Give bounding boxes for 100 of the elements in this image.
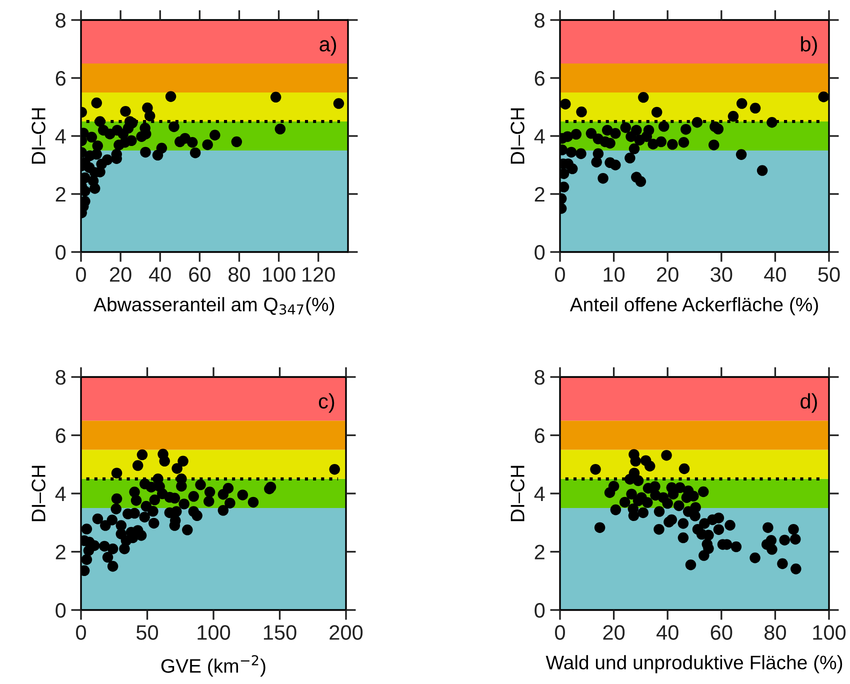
point — [667, 139, 678, 150]
y-tick-label: 0 — [56, 245, 66, 260]
point — [635, 176, 646, 187]
point — [678, 137, 690, 148]
point — [624, 152, 636, 164]
y-axis-title: DI–CH — [32, 466, 46, 522]
point — [692, 116, 703, 128]
point — [712, 124, 724, 134]
point — [566, 146, 577, 158]
point — [91, 98, 102, 108]
point — [136, 131, 147, 142]
point — [140, 146, 151, 158]
point — [708, 140, 720, 150]
x-tick-label: 10 — [604, 267, 625, 282]
x-tick-label: 20 — [603, 625, 625, 640]
x-tick-label: 50 — [818, 267, 840, 282]
point — [186, 137, 198, 148]
point — [610, 128, 621, 139]
y-tick-label: 4 — [534, 486, 545, 502]
y-tick-label: 4 — [55, 486, 66, 502]
point — [165, 91, 176, 102]
point — [122, 122, 134, 134]
point — [333, 98, 344, 109]
point — [604, 138, 616, 149]
x-tick-label: 40 — [149, 267, 171, 282]
point — [680, 124, 692, 135]
point — [586, 128, 597, 139]
point — [202, 139, 213, 150]
y-tick-label: 8 — [534, 13, 545, 28]
x-axis-title: Abwasseranteil am Q$_{347}$(%) — [94, 297, 334, 316]
y-tick-label: 2 — [56, 544, 66, 560]
x-tick-label: 80 — [764, 625, 786, 640]
point — [560, 182, 570, 192]
y-axis-title: DI–CH — [32, 108, 46, 164]
x-tick-label: 50 — [136, 625, 158, 640]
annotation: c) — [318, 393, 334, 413]
y-tick-label: 6 — [56, 428, 66, 444]
y-tick-label: 6 — [56, 71, 66, 86]
point — [94, 116, 106, 127]
point — [576, 148, 586, 160]
point — [591, 156, 602, 168]
point — [628, 143, 640, 154]
point — [651, 106, 662, 118]
x-tick-label: 100 — [813, 625, 846, 640]
point — [598, 172, 608, 184]
point — [86, 132, 98, 143]
point — [114, 140, 124, 150]
x-tick-label: 150 — [264, 625, 296, 640]
x-tick-label: 20 — [657, 267, 678, 282]
point — [81, 172, 90, 184]
point — [566, 163, 578, 174]
point — [610, 160, 621, 170]
y-tick-label: 8 — [534, 370, 545, 385]
point — [638, 92, 649, 103]
x-axis-title: Wald und unproduktive Fläche (%) — [546, 655, 842, 674]
x-tick-label: 80 — [228, 267, 250, 282]
y-tick-label: 2 — [534, 544, 544, 560]
x-tick-label: 0 — [76, 267, 86, 282]
y-tick-label: 0 — [534, 603, 545, 618]
point — [756, 165, 768, 176]
x-tick-label: 60 — [710, 625, 732, 640]
x-tick-label: 20 — [110, 267, 132, 282]
y-tick-label: 6 — [534, 71, 544, 86]
y-axis-title: DI–CH — [510, 466, 524, 522]
point — [560, 168, 570, 180]
y-tick-label: 0 — [534, 245, 545, 260]
point — [168, 121, 180, 132]
point — [152, 150, 164, 161]
point — [818, 91, 829, 102]
x-tick-label: 30 — [710, 267, 732, 282]
annotation: a) — [320, 36, 336, 56]
point — [120, 106, 131, 117]
point — [274, 124, 286, 134]
point — [626, 131, 636, 142]
x-tick-label: 0 — [555, 267, 565, 282]
x-tick-label: 200 — [330, 625, 363, 640]
point — [144, 110, 156, 122]
y-tick-label: 8 — [56, 370, 66, 385]
x-tick-label: 120 — [302, 267, 335, 282]
x-tick-label: 100 — [262, 267, 296, 282]
x-tick-label: 60 — [189, 267, 210, 282]
point — [570, 128, 582, 140]
x-tick-label: 40 — [764, 267, 786, 282]
x-axis-title: GVE (km$^{−2}$) — [161, 655, 266, 677]
annotation: b) — [801, 36, 817, 56]
point — [231, 136, 242, 148]
point — [736, 149, 747, 160]
y-tick-label: 0 — [56, 603, 66, 618]
point — [620, 122, 632, 133]
point — [728, 110, 739, 122]
point — [210, 130, 220, 141]
y-tick-label: 4 — [55, 129, 66, 144]
x-tick-label: 40 — [656, 625, 678, 640]
y-tick-label: 2 — [56, 187, 66, 202]
point — [736, 98, 748, 109]
point — [270, 92, 282, 103]
point — [560, 98, 571, 110]
point — [576, 106, 587, 118]
point — [190, 147, 201, 158]
point — [656, 136, 667, 148]
